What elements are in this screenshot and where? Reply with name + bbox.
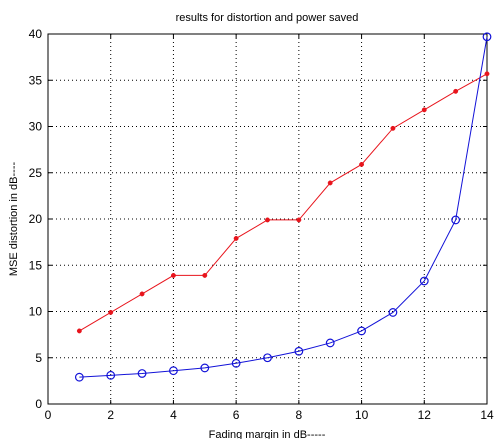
series-1-point: [233, 235, 239, 241]
series-1-point: [453, 88, 459, 94]
y-tick-label: 40: [29, 27, 43, 41]
series-2-point: [74, 372, 84, 382]
series-2-point: [169, 366, 178, 376]
series-1-point: [265, 217, 270, 223]
x-tick-label: 2: [107, 408, 114, 422]
series-2: [74, 32, 492, 382]
y-tick-label: 30: [29, 120, 43, 134]
series-2-point: [106, 370, 116, 380]
y-axis-label: MSE distortion in dB----: [8, 162, 20, 277]
series-2-point: [200, 363, 210, 373]
x-tick-label: 12: [418, 408, 432, 422]
series-group: [74, 32, 492, 382]
series-2-point: [231, 358, 241, 368]
series-1-point: [421, 107, 427, 113]
y-tick-label: 20: [29, 212, 43, 226]
series-2-point: [263, 353, 272, 363]
series-2-point: [325, 338, 335, 348]
series-2-point: [451, 215, 461, 225]
y-tick-label: 10: [29, 305, 43, 319]
x-tick-label: 0: [45, 408, 52, 422]
series-2-line: [79, 36, 488, 378]
series-1-point: [202, 272, 208, 278]
series-1-point: [76, 328, 82, 334]
series-1-point: [170, 272, 176, 278]
series-1-point: [359, 161, 365, 167]
x-tick-label: 6: [233, 408, 240, 422]
series-2-point: [357, 326, 366, 336]
series-2-point: [137, 369, 147, 378]
y-tick-label: 15: [29, 258, 43, 272]
series-1-point: [327, 180, 333, 186]
x-tick-label: 14: [480, 408, 494, 422]
x-axis-label: Fading margin in dB-----: [209, 429, 326, 439]
y-tick-label: 0: [35, 397, 42, 411]
series-1-point: [390, 125, 396, 131]
axis-ticks: 0 2 4 6 8 10 12 14 0 5 10 15 20 25 30 35 40: [29, 27, 494, 422]
series-2-point: [482, 32, 492, 42]
series-2-point: [294, 346, 304, 356]
series-1-point: [108, 309, 114, 315]
chart-title: results for distortion and power saved: [176, 12, 359, 24]
series-2-point: [419, 276, 429, 286]
y-tick-label: 5: [35, 351, 42, 365]
y-tick-label: 25: [29, 166, 43, 180]
series-1-line: [79, 73, 488, 332]
y-tick-label: 35: [29, 73, 43, 87]
series-1-point: [139, 291, 145, 297]
series-1-point: [296, 217, 302, 223]
series-2-point: [388, 308, 398, 317]
series-1-point: [484, 71, 490, 77]
x-tick-label: 10: [355, 408, 369, 422]
x-tick-label: 4: [170, 408, 177, 422]
series-1: [76, 71, 490, 334]
x-tick-label: 8: [296, 408, 303, 422]
